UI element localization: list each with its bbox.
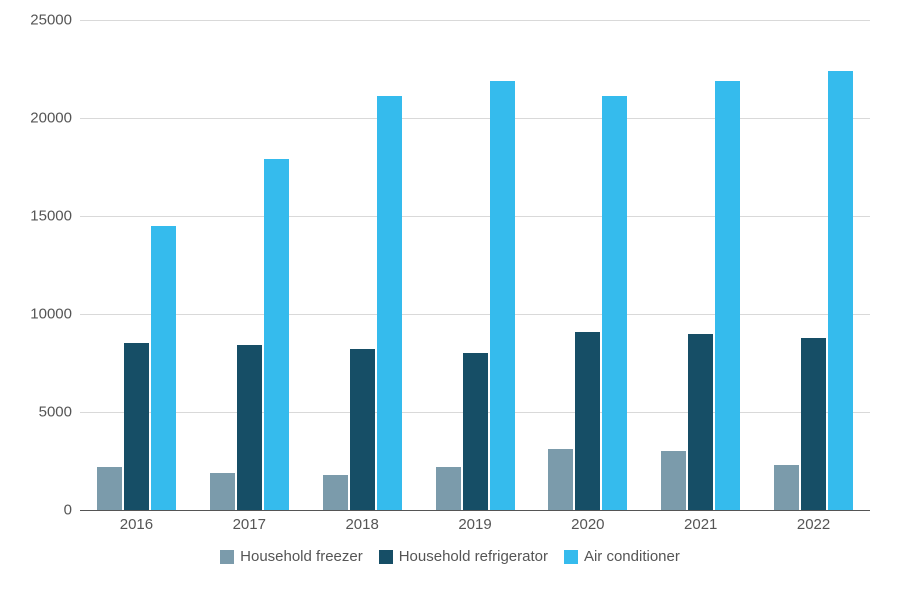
- bar: [237, 345, 262, 510]
- x-tick-label: 2016: [120, 516, 153, 533]
- bar: [323, 475, 348, 510]
- bar: [350, 349, 375, 510]
- y-tick-label: 20000: [2, 110, 72, 127]
- plot-area: [80, 20, 870, 510]
- bar: [602, 96, 627, 510]
- legend-item: Household refrigerator: [379, 548, 548, 565]
- legend-swatch: [379, 550, 393, 564]
- gridline: [80, 118, 870, 119]
- x-tick-label: 2021: [684, 516, 717, 533]
- legend-label: Household freezer: [240, 548, 363, 565]
- bar: [210, 473, 235, 510]
- bar: [688, 334, 713, 510]
- y-tick-label: 10000: [2, 306, 72, 323]
- bar: [774, 465, 799, 510]
- gridline: [80, 314, 870, 315]
- bar: [801, 338, 826, 510]
- x-tick-label: 2019: [458, 516, 491, 533]
- bar: [436, 467, 461, 510]
- legend-swatch: [564, 550, 578, 564]
- legend-item: Air conditioner: [564, 548, 680, 565]
- bar: [575, 332, 600, 510]
- gridline: [80, 216, 870, 217]
- x-tick-label: 2018: [345, 516, 378, 533]
- x-tick-label: 2017: [233, 516, 266, 533]
- legend-label: Air conditioner: [584, 548, 680, 565]
- bar: [490, 81, 515, 510]
- bar: [97, 467, 122, 510]
- legend: Household freezer Household refrigerator A…: [0, 548, 900, 568]
- y-tick-label: 25000: [2, 12, 72, 29]
- x-tick-label: 2020: [571, 516, 604, 533]
- legend-swatch: [220, 550, 234, 564]
- y-tick-label: 5000: [2, 404, 72, 421]
- bar: [151, 226, 176, 510]
- gridline: [80, 510, 870, 511]
- bar: [548, 449, 573, 510]
- y-tick-label: 15000: [2, 208, 72, 225]
- bar: [828, 71, 853, 510]
- legend-item: Household freezer: [220, 548, 363, 565]
- bar: [377, 96, 402, 510]
- bar: [264, 159, 289, 510]
- x-tick-label: 2022: [797, 516, 830, 533]
- bar: [124, 343, 149, 510]
- gridline: [80, 20, 870, 21]
- bar: [715, 81, 740, 510]
- bar: [463, 353, 488, 510]
- bar: [661, 451, 686, 510]
- chart-container: 0 5000 10000 15000 20000 25000 2016 2017 2018 20…: [0, 0, 900, 600]
- y-tick-label: 0: [2, 502, 72, 519]
- legend-label: Household refrigerator: [399, 548, 548, 565]
